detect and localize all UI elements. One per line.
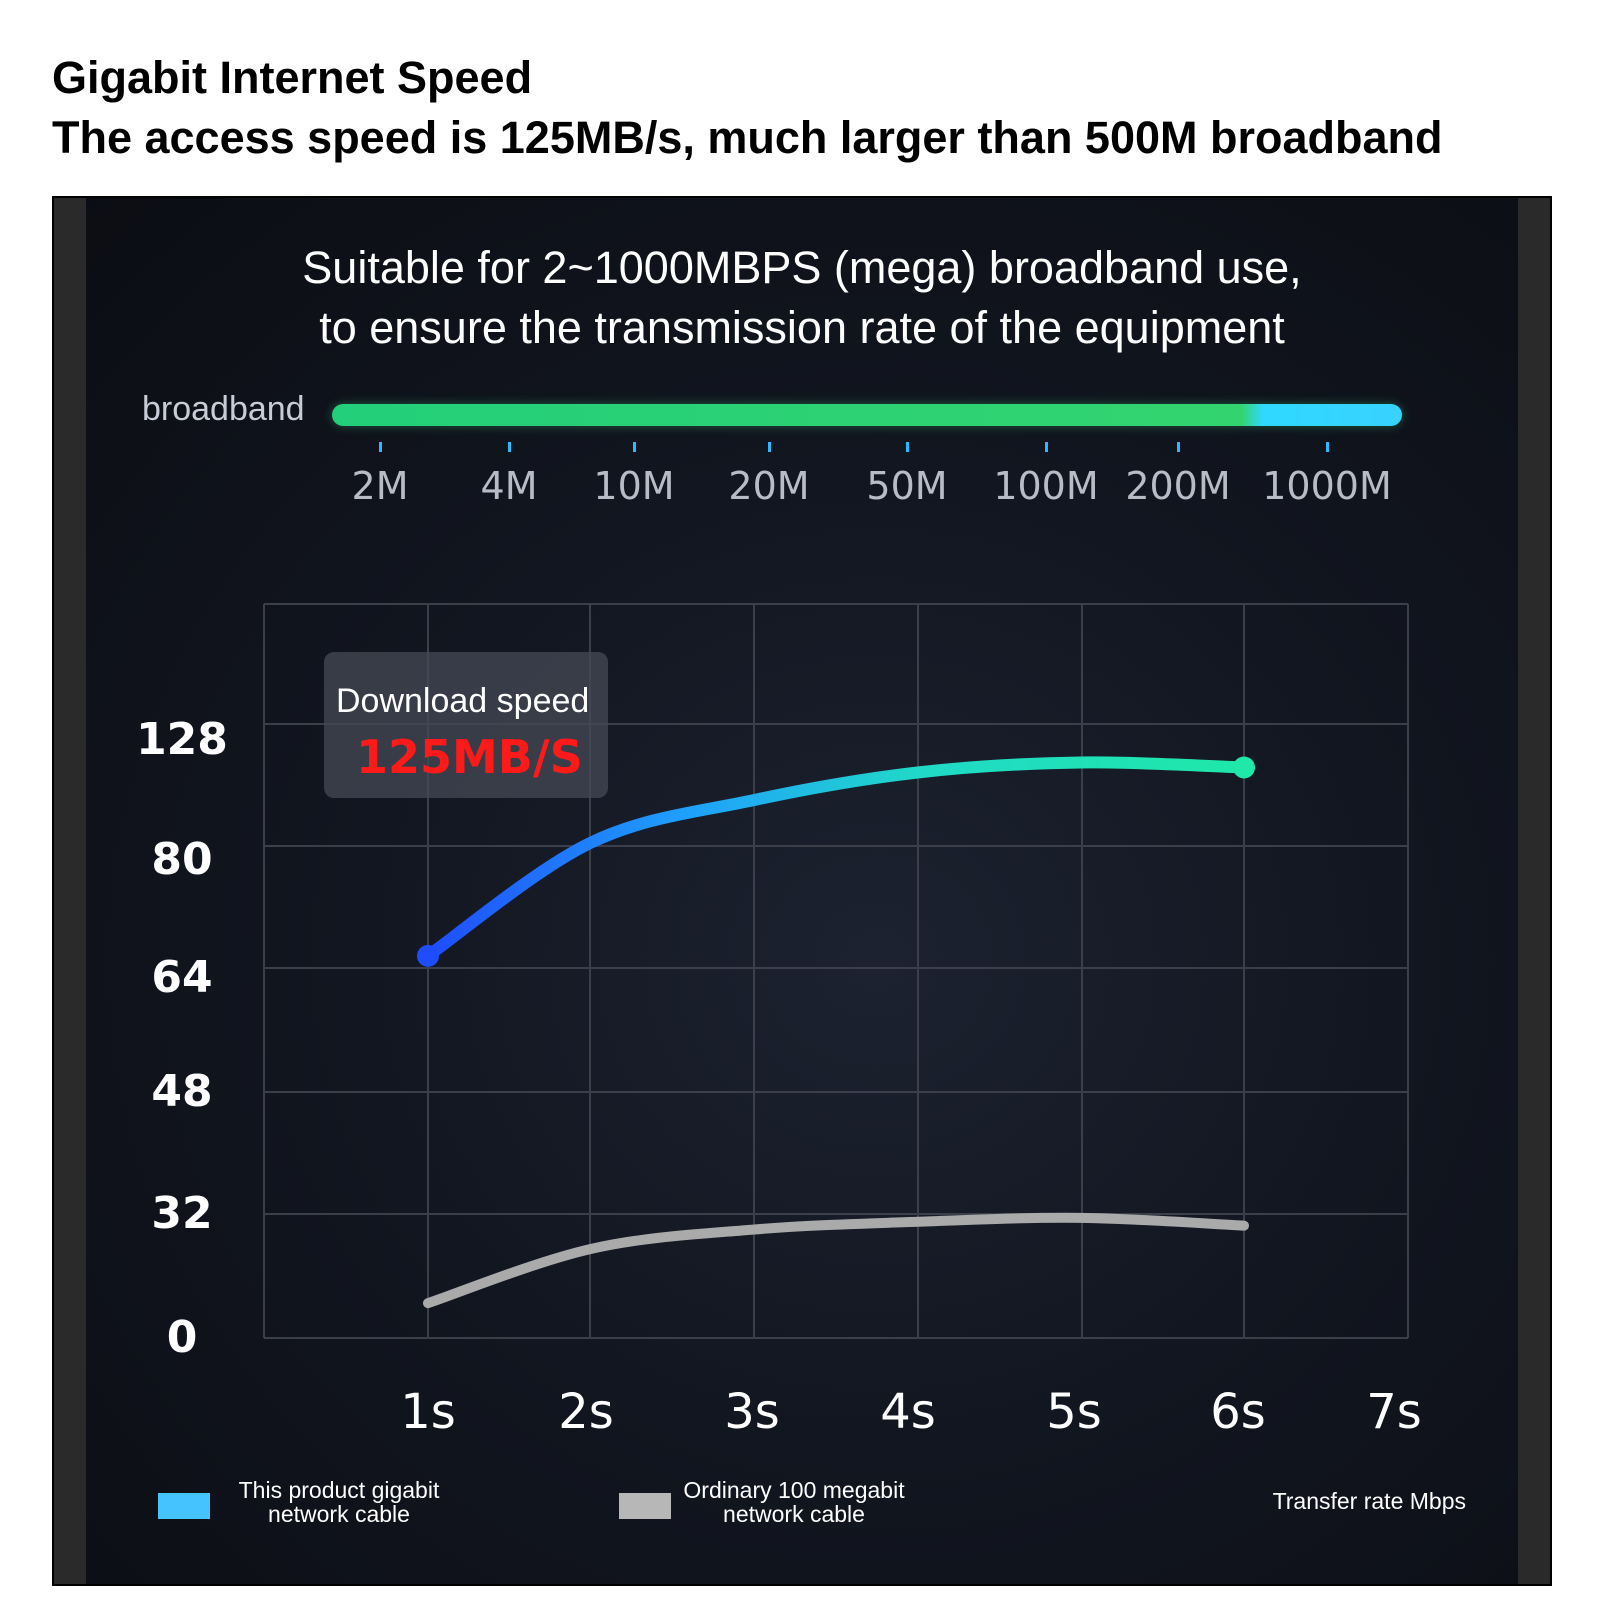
series-line-gigabit	[422, 756, 1250, 962]
y-tick-label: 128	[136, 714, 228, 765]
speed-chart-panel: Suitable for 2~1000MBPS (mega) broadband…	[52, 196, 1552, 1586]
broadband-range-bar	[332, 404, 1402, 426]
x-tick-label: 1s	[400, 1384, 456, 1440]
axis-unit-note: Transfer rate Mbps	[1272, 1488, 1466, 1514]
x-tick-label: 6s	[1210, 1384, 1266, 1440]
panel-headline-line-1: Suitable for 2~1000MBPS (mega) broadband…	[302, 242, 1302, 293]
y-tick-label: 48	[151, 1066, 212, 1117]
page-title: Gigabit Internet Speed	[52, 52, 533, 103]
series-end-point	[1233, 756, 1255, 779]
x-tick-label: 4s	[880, 1384, 936, 1440]
legend-swatch-gigabit	[158, 1493, 210, 1519]
x-tick-label: 2s	[558, 1384, 614, 1440]
series-line-ordinary	[423, 1212, 1249, 1309]
tooltip-value: 125MB/S	[356, 730, 583, 784]
x-tick-label: 3s	[724, 1384, 780, 1440]
tooltip-label: Download speed	[336, 682, 590, 720]
speed-line-chart: 0 32 48 64 80 128 1s 2s 3s 4s 5s 6s 7s	[136, 603, 1422, 1440]
panel-headline-line-2: to ensure the transmission rate of the e…	[319, 302, 1285, 353]
y-tick-label: 80	[151, 834, 212, 885]
y-tick-label: 64	[151, 952, 212, 1003]
broadband-label: broadband	[142, 390, 305, 428]
x-tick-label: 7s	[1366, 1384, 1422, 1440]
y-tick-label: 32	[151, 1188, 212, 1239]
download-speed-tooltip: Download speed 125MB/S	[324, 652, 608, 798]
legend-swatch-ordinary	[619, 1493, 671, 1519]
series-start-point	[417, 944, 439, 967]
x-tick-label: 5s	[1046, 1384, 1102, 1440]
y-tick-label: 0	[167, 1312, 198, 1363]
legend-label-ordinary: Ordinary 100 megabit network cable	[683, 1477, 905, 1527]
legend-label-gigabit: This product gigabit network cable	[238, 1477, 440, 1527]
page-subtitle: The access speed is 125MB/s, much larger…	[52, 112, 1443, 163]
